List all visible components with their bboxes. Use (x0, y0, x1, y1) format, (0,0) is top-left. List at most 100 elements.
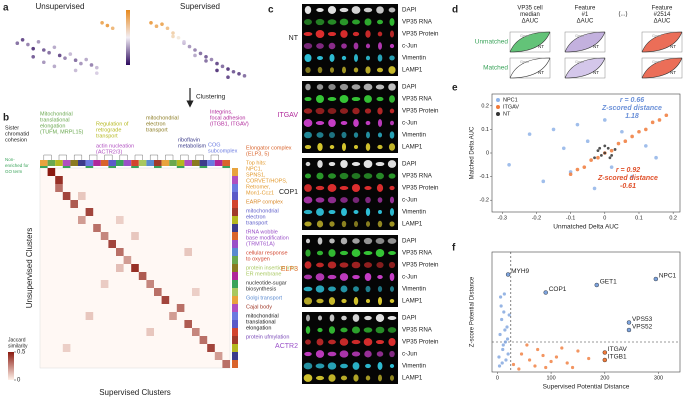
scatter-point (502, 310, 506, 314)
cluster-strip (138, 160, 147, 166)
legend-marker (496, 98, 500, 102)
heatmap-cell (78, 192, 86, 200)
embedding-point (176, 35, 181, 40)
cluster-strip (232, 216, 238, 224)
cell-image (387, 160, 397, 168)
scatter-point (616, 141, 621, 146)
annotation: focal adhesion (210, 115, 245, 121)
cell-image (304, 18, 312, 26)
embedding-point (160, 22, 164, 26)
cell-image (327, 19, 337, 25)
panel-title: Supervised (180, 2, 220, 11)
cell-image (328, 161, 336, 167)
scatter-point (507, 163, 511, 167)
cell-image (376, 351, 384, 357)
channel-label: VP35 RNA (402, 96, 433, 103)
annotation: ER membrane (246, 271, 281, 277)
cell-image (377, 374, 383, 382)
cell-image (339, 250, 349, 256)
arrow-label: Clustering (196, 94, 226, 101)
x-tick-label: 300 (654, 375, 663, 381)
group-label: COP1 (279, 189, 298, 196)
point-label: ITGB1 (608, 354, 627, 361)
cell-image (339, 172, 349, 180)
point-label: ITGAV (608, 346, 628, 353)
annotation: (ACTR2/3) (96, 149, 122, 155)
cluster-strip (232, 200, 238, 208)
cluster-strip (47, 160, 56, 166)
cell-image (352, 238, 360, 244)
cell-image (327, 31, 337, 37)
scatter-point (606, 146, 610, 150)
cell-image (304, 54, 312, 62)
cell-image (377, 107, 383, 115)
panel-title: Unsupervised (36, 2, 85, 11)
scatter-point (593, 156, 596, 160)
panel-label: e (452, 83, 458, 94)
image-panel (302, 4, 398, 76)
cell-image (304, 6, 312, 14)
cell-image (377, 42, 383, 50)
cell-image (351, 249, 361, 257)
scatter-point (603, 144, 607, 148)
embedding-point (198, 51, 203, 56)
cell-image (363, 338, 373, 346)
cluster-strip (232, 232, 238, 240)
cell-image (315, 95, 325, 103)
embedding-point (182, 40, 186, 44)
cell-image (352, 314, 360, 322)
channel-label: LAMP1 (402, 221, 423, 228)
named-point (594, 282, 599, 288)
image-panel (302, 312, 398, 384)
cell-image (328, 326, 336, 334)
legend-label: NT (503, 111, 511, 117)
embedding-point (73, 58, 78, 62)
cell-image (389, 286, 395, 292)
cell-image (315, 120, 325, 126)
annotation: SPNS1, (246, 172, 266, 178)
annotation: Golgi transport (246, 295, 283, 301)
annotation: tRNA wobble (246, 229, 278, 235)
cell-image (317, 237, 323, 245)
cell-image (389, 350, 395, 358)
cluster-strip (232, 272, 238, 280)
annotation: subcomplex (208, 148, 238, 154)
dendrogram (58, 154, 67, 160)
scatter-point (517, 367, 521, 371)
channel-label: Vimentin (402, 209, 427, 216)
cell-image (304, 184, 312, 192)
y-tick-label: -0.2 (480, 198, 489, 204)
enrichment-mark (176, 166, 185, 168)
cell-image (316, 262, 324, 268)
cluster-strip (232, 264, 238, 272)
annotation: translational (246, 319, 276, 325)
cell-image (388, 83, 396, 91)
embedding-point (31, 55, 35, 59)
cell-image (388, 338, 396, 346)
cell-image (364, 108, 372, 114)
scatter-point (560, 346, 564, 350)
cluster-strip (232, 192, 238, 200)
enrichment-mark (40, 166, 48, 168)
channel-label: c-Jun (402, 120, 418, 127)
embedding-point (15, 41, 20, 45)
embedding-point (215, 68, 219, 73)
x-tick-label: 0 (603, 215, 606, 221)
group-label: ACTR2 (275, 343, 298, 350)
cell-image (388, 173, 396, 179)
cluster-strip (232, 320, 238, 328)
cell-image (388, 143, 396, 151)
annotation: transport (246, 220, 268, 226)
channel-label: c-Jun (402, 274, 418, 281)
annotation: GO term (5, 169, 23, 174)
embedding-point (52, 45, 57, 50)
cell-image (365, 363, 371, 369)
score-colorbar (126, 10, 130, 65)
channel-label: Vimentin (402, 132, 427, 139)
annotation: Sister (5, 125, 19, 131)
cell-image (327, 261, 337, 269)
scatter-point (507, 313, 511, 317)
cell-image (365, 30, 371, 38)
curve-label: NT (538, 44, 544, 49)
scatter-point (596, 155, 600, 160)
